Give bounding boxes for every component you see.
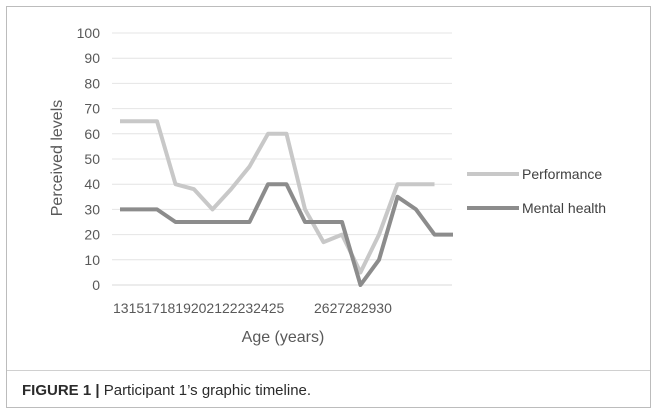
- y-tick-label: 40: [84, 176, 100, 192]
- y-tick-label: 50: [84, 151, 100, 167]
- y-tick-label: 90: [84, 50, 100, 66]
- y-tick-label: 10: [84, 252, 100, 268]
- figure-frame: [6, 6, 651, 408]
- figure-caption: FIGURE 1 | Participant 1’s graphic timel…: [22, 382, 311, 399]
- x-tick-label: 2627282930: [314, 300, 392, 316]
- x-tick-labels: 1315171819202122232425 2627282930: [113, 300, 392, 316]
- x-axis-label: Age (years): [242, 329, 325, 346]
- caption-divider: [7, 370, 650, 371]
- line-chart: 0 10 20 30 40 50 60 70 80 90 100 13151718192021222…: [49, 25, 606, 346]
- legend-label: Mental health: [522, 200, 606, 216]
- y-tick-labels: 0 10 20 30 40 50 60 70 80 90 100: [77, 25, 101, 293]
- y-tick-label: 60: [84, 126, 100, 142]
- y-tick-label: 0: [92, 277, 100, 293]
- caption-text: Participant 1’s graphic timeline.: [103, 382, 312, 399]
- y-tick-label: 20: [84, 227, 100, 243]
- series-line-mental-health: [120, 182, 453, 287]
- caption-label: FIGURE 1 |: [22, 382, 100, 399]
- y-tick-label: 100: [77, 25, 101, 41]
- y-tick-label: 80: [84, 75, 100, 91]
- legend: Performance Mental health: [467, 166, 606, 216]
- series-lines: [120, 119, 453, 287]
- legend-label: Performance: [522, 166, 602, 182]
- x-tick-label: 1315171819202122232425: [113, 300, 285, 316]
- series-line-performance: [120, 119, 435, 275]
- y-axis-label: Perceived levels: [49, 100, 66, 217]
- y-tick-label: 70: [84, 101, 100, 117]
- grid-lines: [112, 32, 452, 286]
- y-tick-label: 30: [84, 201, 100, 217]
